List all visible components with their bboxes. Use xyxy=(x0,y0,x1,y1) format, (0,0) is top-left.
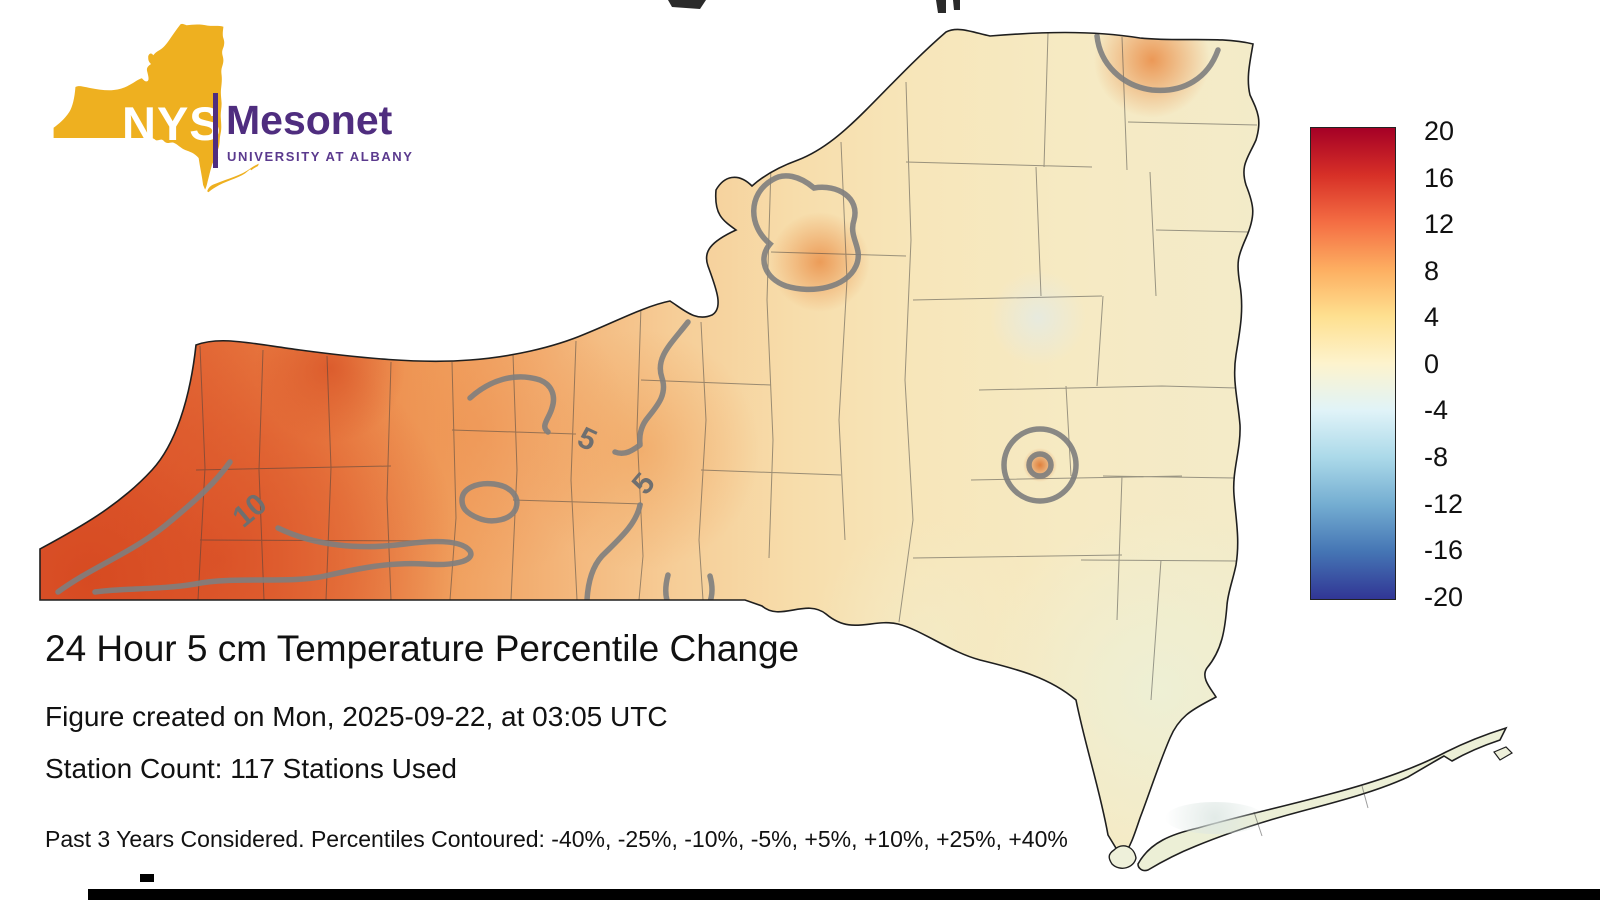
colorbar-tick: 8 xyxy=(1424,256,1440,286)
contour-ring-outer xyxy=(1001,426,1079,504)
percentiles-footnote: Past 3 Years Considered. Percentiles Con… xyxy=(45,826,1068,852)
logo-mesonet-text: Mesonet xyxy=(226,97,393,143)
colorbar-tick: 16 xyxy=(1424,163,1455,193)
colorbar-tick: -20 xyxy=(1424,582,1464,612)
cropped-text-fragment xyxy=(140,874,154,882)
logo-university-text: UNIVERSITY AT ALBANY xyxy=(227,149,414,164)
contour-ring-inner xyxy=(1026,451,1054,479)
small-island xyxy=(1493,746,1513,761)
colorbar-gradient xyxy=(1310,127,1396,600)
logo-divider xyxy=(213,93,218,168)
county-boundaries xyxy=(195,32,1258,701)
colorbar-tick: 12 xyxy=(1424,209,1455,239)
colorbar-tick: -16 xyxy=(1424,535,1464,565)
station-count-text: Station Count: 117 Stations Used xyxy=(45,753,457,784)
cropped-edge-artifact xyxy=(668,0,960,13)
colorbar-tick: 4 xyxy=(1424,302,1440,332)
figure-created-text: Figure created on Mon, 2025-09-22, at 03… xyxy=(45,701,668,732)
long-island-county-lines xyxy=(1253,785,1369,837)
colorbar-tick: 20 xyxy=(1424,116,1455,146)
colorbar-tick: -8 xyxy=(1424,442,1449,472)
percentile-contour-lines xyxy=(55,33,1221,623)
long-island xyxy=(1108,727,1513,872)
staten-island xyxy=(1108,845,1137,869)
colorbar-tick: -4 xyxy=(1424,395,1449,425)
logo-nys-text: NYS xyxy=(122,97,222,150)
cropped-bottom-bar xyxy=(88,889,1600,900)
colorbar-tick: -12 xyxy=(1424,489,1464,519)
colorbar-tick: 0 xyxy=(1424,349,1440,379)
figure-title: 24 Hour 5 cm Temperature Percentile Chan… xyxy=(45,628,800,669)
